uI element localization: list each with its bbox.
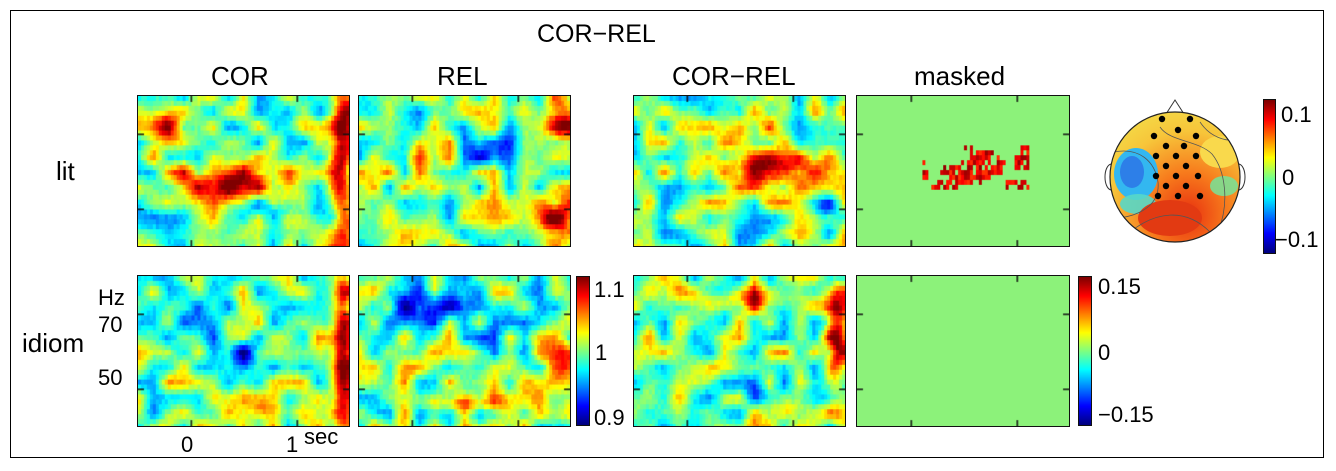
heatmap-lit-rel — [359, 96, 570, 246]
heatmap-lit-masked — [857, 96, 1069, 246]
colorbar-difference — [1078, 276, 1092, 426]
colorbar-topography — [1263, 99, 1276, 254]
x-tick-1: 1 — [286, 432, 299, 457]
heatmap-idiom-cor-rel — [634, 276, 845, 426]
colorbar-difference-max: 0.15 — [1098, 274, 1141, 299]
colorbar-difference-mid: 0 — [1098, 340, 1111, 365]
figure-frame — [10, 10, 1324, 458]
right-ear-icon — [1238, 163, 1246, 191]
left-ear-icon — [1104, 163, 1112, 191]
heatmap-idiom-masked — [857, 276, 1069, 426]
colorbar-power-mid: 1 — [595, 340, 608, 365]
heatmap-idiom-rel — [359, 276, 570, 426]
colorbar-difference-min: −0.15 — [1098, 402, 1154, 427]
colorbar-power-gradient — [577, 277, 589, 425]
spectrogram-lit-rel — [358, 95, 571, 247]
spectrogram-idiom-cor-rel — [633, 275, 846, 427]
spectrogram-idiom-cor — [137, 275, 350, 427]
column-title-rel: REL — [437, 61, 488, 91]
colorbar-power-min: 0.9 — [594, 405, 625, 430]
scalp-topography — [1104, 99, 1246, 243]
spectrogram-lit-masked — [856, 95, 1070, 247]
x-tick-0: 0 — [181, 432, 194, 457]
row-label-lit: lit — [56, 156, 75, 186]
column-title-cor-rel: COR−REL — [672, 61, 796, 91]
colorbar-power-max: 1.1 — [594, 277, 625, 302]
electrode-dots — [1150, 115, 1204, 200]
spectrogram-lit-cor-rel — [633, 95, 846, 247]
column-title-masked: masked — [914, 61, 1006, 91]
spectrogram-lit-cor — [137, 95, 350, 247]
colorbar-topography-mid: 0 — [1282, 165, 1295, 190]
row-label-idiom: idiom — [22, 328, 85, 358]
group-title: COR−REL — [537, 20, 656, 48]
colorbar-topography-max: 0.1 — [1281, 102, 1312, 127]
colorbar-topography-min: −0.1 — [1275, 227, 1319, 252]
colorbar-topography-gradient — [1264, 100, 1275, 253]
heatmap-lit-cor — [138, 96, 349, 246]
heatmap-lit-cor-rel — [634, 96, 845, 246]
y-tick-70: 70 — [98, 312, 123, 337]
heatmap-idiom-cor — [138, 276, 349, 426]
colorbar-power — [576, 276, 590, 426]
column-title-cor: COR — [211, 61, 269, 91]
spectrogram-idiom-masked — [856, 275, 1070, 427]
y-tick-50: 50 — [98, 365, 123, 390]
x-axis-unit: sec — [304, 424, 339, 449]
spectrogram-idiom-rel — [358, 275, 571, 427]
y-axis-unit: Hz — [98, 285, 125, 310]
colorbar-difference-gradient — [1079, 277, 1091, 425]
